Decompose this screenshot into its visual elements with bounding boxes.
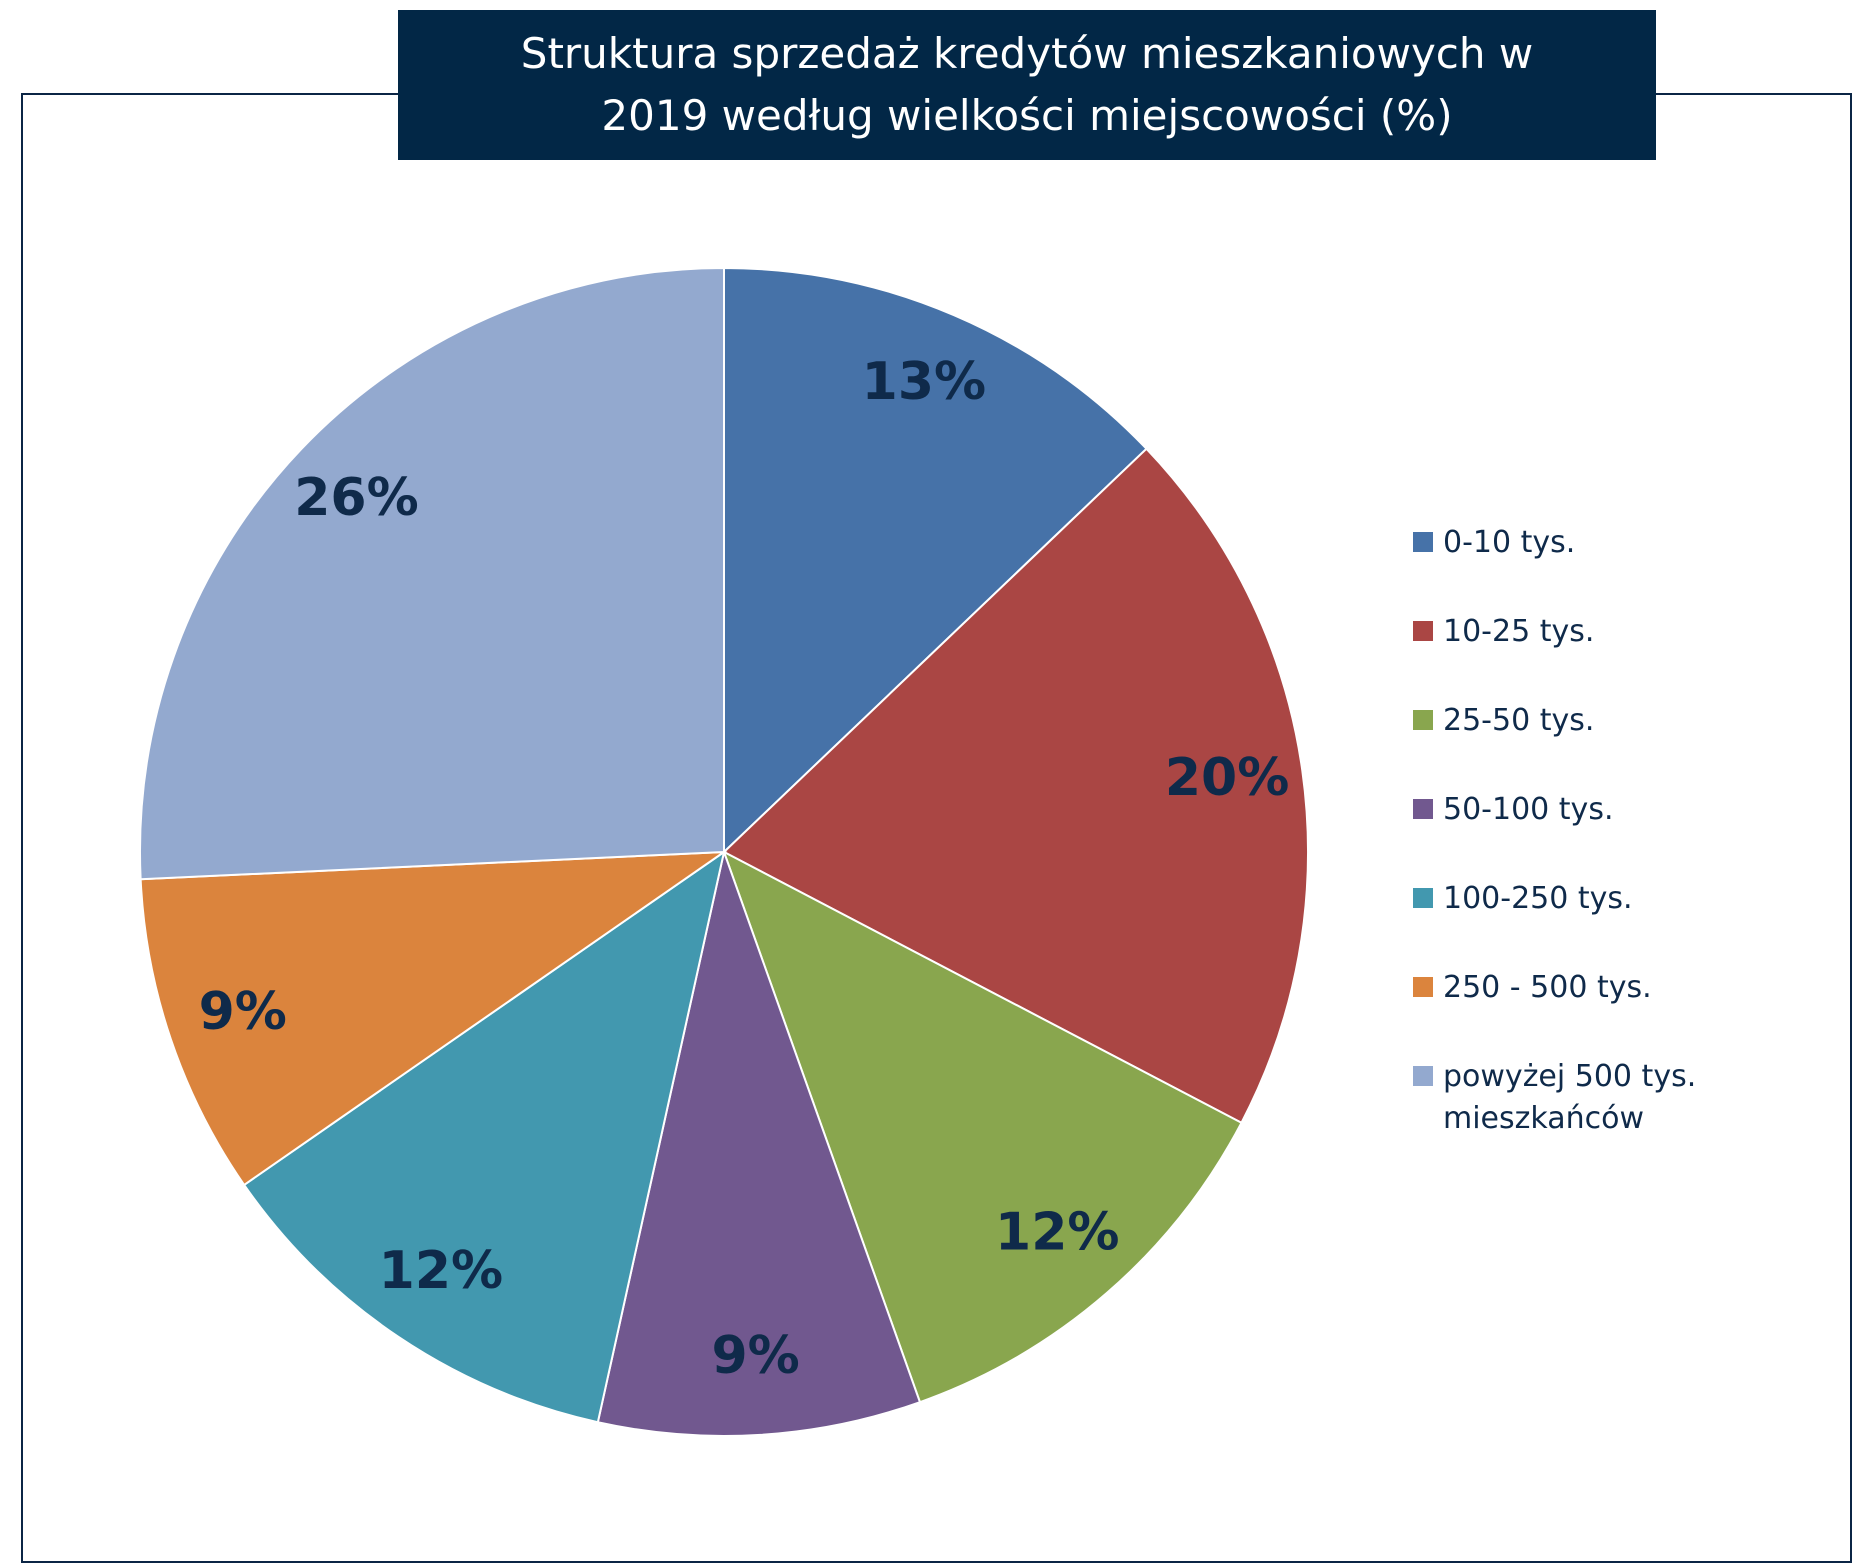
legend-label: 50-100 tys. (1443, 792, 1614, 827)
legend-label: 25-50 tys. (1443, 703, 1595, 738)
data-label: 13% (862, 352, 986, 412)
pie-slice (139, 850, 728, 1187)
legend-swatch (1413, 532, 1433, 552)
legend-swatch (1413, 1066, 1433, 1086)
legend-swatch (1413, 799, 1433, 819)
legend-label: 250 - 500 tys. (1443, 970, 1652, 1005)
data-label: 9% (711, 1326, 799, 1386)
legend-swatch (1413, 977, 1433, 997)
chart-title: Struktura sprzedaż kredytów mieszkaniowy… (520, 29, 1534, 140)
data-label: 12% (995, 1203, 1119, 1263)
legend-swatch (1413, 621, 1433, 641)
data-label: 9% (199, 982, 287, 1042)
pie-slice (722, 447, 1309, 1125)
pie-slice (242, 849, 726, 1424)
pie-slice (722, 849, 1243, 1404)
data-label: 20% (1165, 748, 1289, 808)
legend-swatch (1413, 710, 1433, 730)
legend-label: 100-250 tys. (1443, 881, 1633, 916)
data-label: 26% (294, 468, 418, 528)
legend-label: 0-10 tys. (1443, 525, 1576, 560)
legend-swatch (1413, 888, 1433, 908)
pie-slice (723, 266, 1148, 855)
pie-slice (596, 848, 922, 1437)
legend-label: powyżej 500 tys. mieszkańców (1443, 1059, 1697, 1136)
title-box: Struktura sprzedaż kredytów mieszkaniowy… (398, 10, 1656, 160)
data-label: 12% (379, 1241, 503, 1301)
legend-label: 10-25 tys. (1443, 614, 1595, 649)
pie-slice (139, 266, 725, 881)
